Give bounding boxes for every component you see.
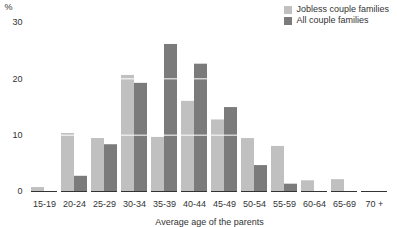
svg-text:35-39: 35-39: [153, 199, 176, 209]
svg-text:30: 30: [12, 17, 22, 27]
svg-text:70 +: 70 +: [366, 199, 384, 209]
svg-text:65-69: 65-69: [333, 199, 356, 209]
svg-text:50-54: 50-54: [243, 199, 266, 209]
svg-text:%: %: [5, 2, 13, 12]
svg-text:30-34: 30-34: [123, 199, 146, 209]
svg-text:0: 0: [17, 186, 22, 196]
svg-text:20-24: 20-24: [63, 199, 86, 209]
svg-text:10: 10: [12, 130, 22, 140]
svg-text:20: 20: [12, 74, 22, 84]
svg-text:25-29: 25-29: [93, 199, 116, 209]
html-text:All couple families: All couple families: [296, 15, 369, 25]
svg-text:40-44: 40-44: [183, 199, 206, 209]
svg-text:Average age of the parents: Average age of the parents: [155, 217, 264, 227]
svg-text:15-19: 15-19: [33, 199, 56, 209]
html-text:Jobless couple families: Jobless couple families: [296, 4, 389, 14]
svg-text:45-49: 45-49: [213, 199, 236, 209]
svg-text:60-64: 60-64: [303, 199, 326, 209]
svg-text:55-59: 55-59: [273, 199, 296, 209]
